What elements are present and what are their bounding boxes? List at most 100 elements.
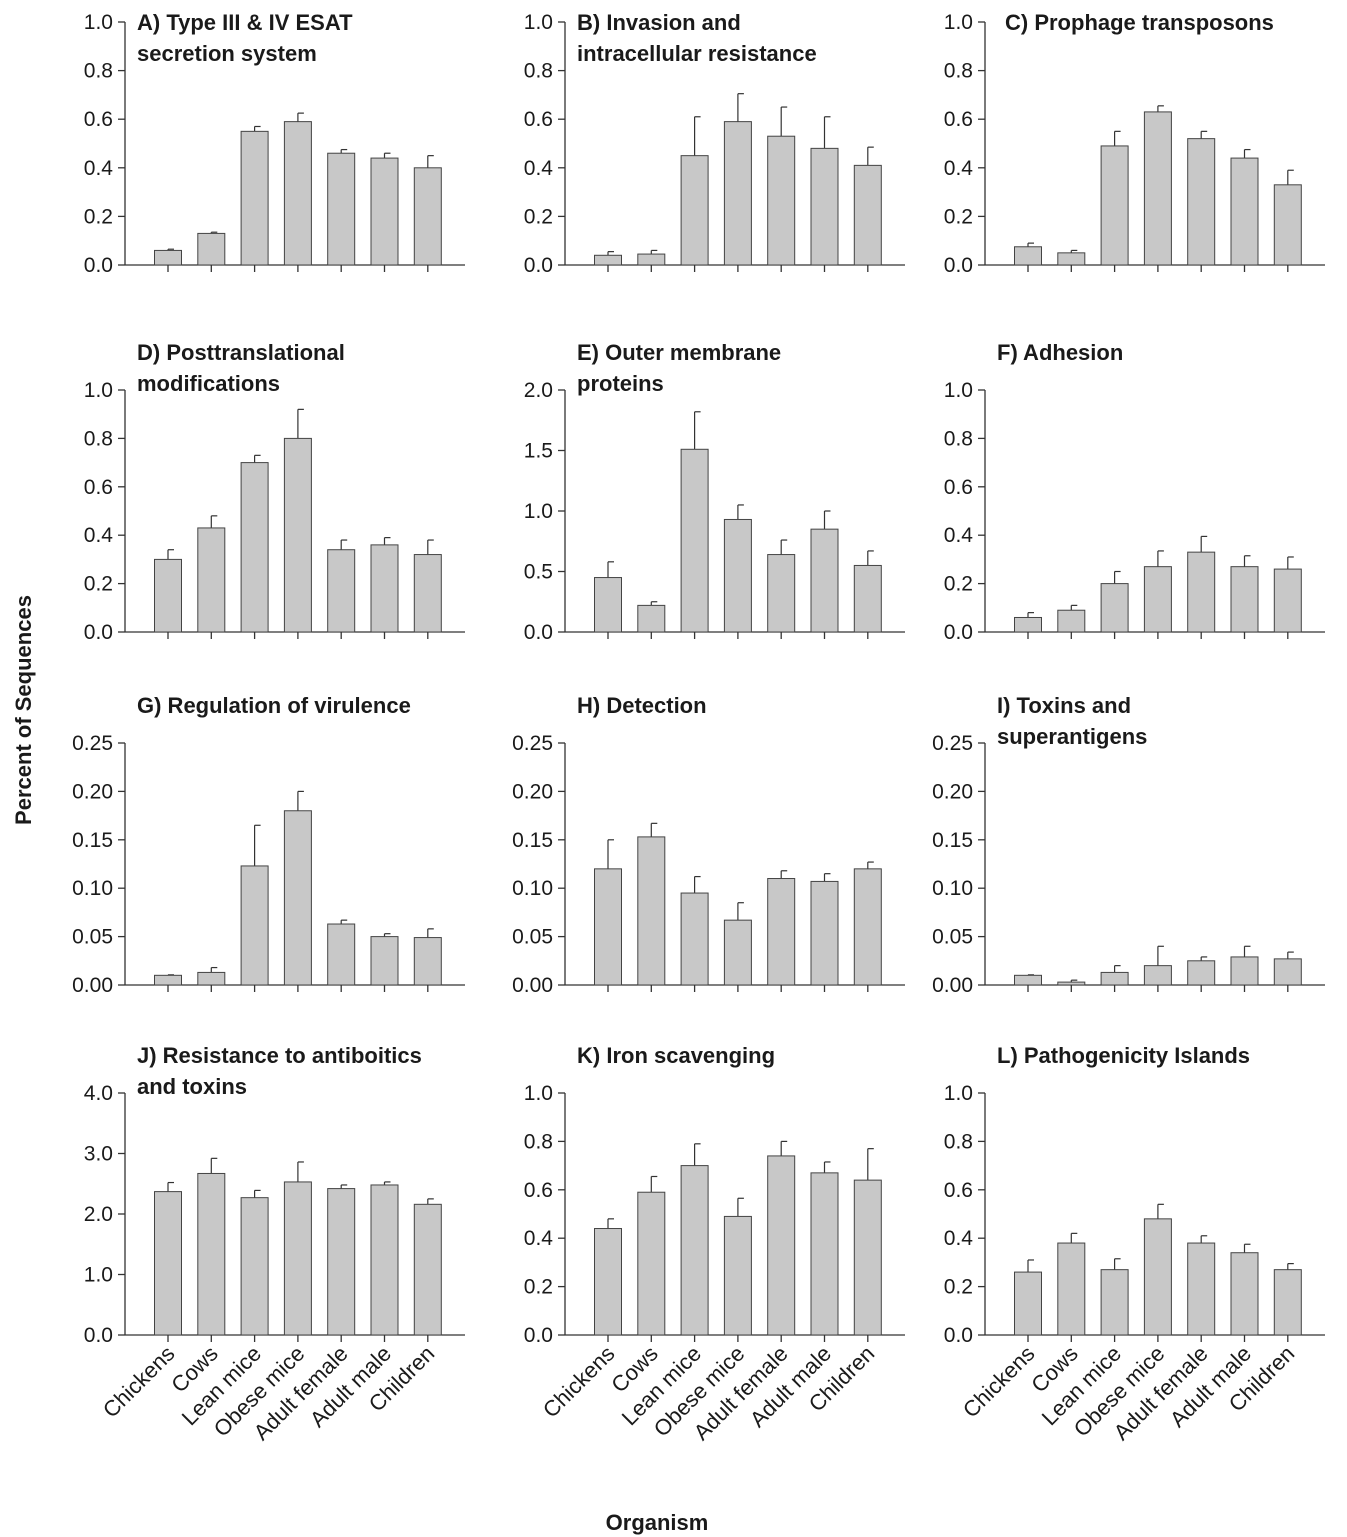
bar (1273, 958, 1302, 986)
y-tick-label: 0.25 (512, 732, 553, 755)
panel-title: H) Detection (577, 693, 707, 718)
bar (1100, 1269, 1129, 1336)
panel-title: C) Prophage transposons (1005, 10, 1274, 35)
y-tick-label: 1.0 (84, 1264, 113, 1287)
bar (853, 868, 882, 986)
bar (723, 1215, 752, 1336)
bar (637, 604, 666, 633)
y-tick-label: 0.15 (72, 829, 113, 852)
bar (637, 1191, 666, 1336)
y-tick-label: 0.8 (524, 60, 553, 83)
bar (594, 1228, 622, 1336)
bar (154, 974, 182, 986)
panel-title-line: modifications (137, 371, 280, 396)
y-tick-label: 2.0 (524, 379, 553, 402)
y-tick-label: 0.0 (944, 1324, 973, 1347)
bar (327, 923, 356, 986)
panel-title: L) Pathogenicity Islands (997, 1043, 1250, 1068)
bar (1014, 974, 1042, 986)
y-tick-label: 0.2 (944, 205, 973, 228)
bar (1230, 1252, 1259, 1336)
y-tick-label: 0.2 (944, 573, 973, 596)
panel-title: K) Iron scavenging (577, 1043, 775, 1068)
panel-title-line: superantigens (997, 724, 1147, 749)
bar (1100, 971, 1129, 986)
panel-title: E) Outer membrane proteins (577, 340, 781, 396)
y-tick-label: 1.0 (524, 11, 553, 34)
y-tick-label: 0.4 (84, 157, 114, 180)
bar (767, 135, 796, 266)
chart-panel: 0.0 0.2 0.4 0.6 0.8 1.0 D) Posttranslational mo… (84, 340, 465, 644)
y-tick-label: 0.2 (524, 1276, 553, 1299)
bar (1273, 1269, 1302, 1336)
panel-title: I) Toxins and superantigens (997, 693, 1147, 749)
bar (1143, 566, 1172, 633)
bar (327, 549, 356, 633)
bar (1143, 1218, 1172, 1336)
bar (853, 164, 882, 266)
y-tick-label: 0.6 (84, 476, 113, 499)
y-tick-label: 4.0 (84, 1082, 113, 1105)
bar (370, 1184, 399, 1336)
bar (197, 971, 226, 986)
panel-title: F) Adhesion (997, 340, 1123, 365)
panel-title: B) Invasion and intracellular resistance (577, 10, 817, 66)
bar (154, 1191, 182, 1336)
y-tick-label: 1.5 (524, 440, 553, 463)
bar (1273, 184, 1302, 266)
chart-panel: 0.0 0.2 0.4 0.6 0.8 1.0 B) Invasion and intrace… (524, 10, 905, 277)
panel-title-line: D) Posttranslational (137, 340, 345, 365)
panel-title-line: K) Iron scavenging (577, 1043, 775, 1068)
y-tick-label: 0.00 (512, 974, 553, 997)
chart-panel: 0.0 0.2 0.4 0.6 0.8 1.0 A) Type III & IV ESAT s… (84, 10, 465, 277)
bar (413, 1203, 442, 1336)
bar (723, 919, 752, 986)
y-tick-label: 0.4 (84, 524, 114, 547)
bar (637, 836, 666, 986)
bar (1187, 551, 1216, 633)
y-tick-label: 0.25 (72, 732, 113, 755)
y-tick-label: 0.5 (524, 561, 553, 584)
y-tick-label: 0.00 (932, 974, 973, 997)
y-tick-label: 0.15 (932, 829, 973, 852)
bar (1143, 965, 1172, 986)
y-tick-label: 2.0 (84, 1203, 113, 1226)
chart-panel: 0.00 0.05 0.10 0.15 0.20 0.25 G) Regulation of… (72, 693, 465, 997)
y-tick-label: 0.0 (84, 254, 113, 277)
y-tick-label: 0.2 (944, 1276, 973, 1299)
bar (594, 868, 622, 986)
bar (810, 528, 839, 633)
y-tick-label: 0.25 (932, 732, 973, 755)
bar (1230, 956, 1259, 986)
bar (413, 167, 442, 266)
bar (637, 253, 666, 266)
y-tick-label: 0.2 (524, 205, 553, 228)
panel-title-line: H) Detection (577, 693, 707, 718)
y-tick-label: 0.0 (944, 621, 973, 644)
bar (240, 130, 269, 266)
panel-title-line: secretion system (137, 41, 317, 66)
panel-title: A) Type III & IV ESAT secretion system (137, 10, 353, 66)
bar (283, 1181, 312, 1336)
y-tick-label: 0.6 (944, 108, 973, 131)
panel-title: G) Regulation of virulence (137, 693, 411, 718)
bar (154, 249, 182, 266)
panel-title: J) Resistance to antiboitics and toxins (137, 1043, 422, 1099)
bar (1014, 246, 1042, 266)
bar (197, 1172, 226, 1336)
bar (1230, 157, 1259, 266)
bar (1014, 1271, 1042, 1336)
y-tick-label: 3.0 (84, 1143, 113, 1166)
panel-title-line: A) Type III & IV ESAT (137, 10, 353, 35)
panel-title-line: E) Outer membrane (577, 340, 781, 365)
y-tick-label: 0.05 (512, 926, 553, 949)
y-tick-label: 0.05 (932, 926, 973, 949)
chart-panel: 0.00 0.05 0.10 0.15 0.20 0.25 I) Toxins and sup… (932, 693, 1325, 997)
bar (283, 121, 312, 266)
y-tick-label: 0.10 (512, 877, 553, 900)
panel-title-line: L) Pathogenicity Islands (997, 1043, 1250, 1068)
y-tick-label: 0.8 (944, 1130, 973, 1153)
y-tick-label: 0.0 (84, 1324, 113, 1347)
panel-grid: 0.0 0.2 0.4 0.6 0.8 1.0 A) Type III & IV ESAT s… (72, 10, 1325, 1445)
